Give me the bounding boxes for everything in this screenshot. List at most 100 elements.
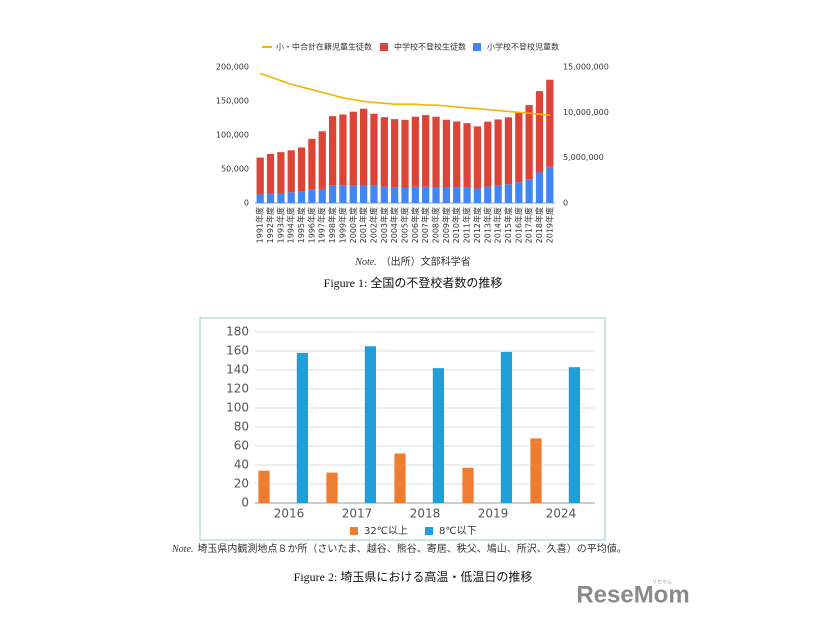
y2-tick-label: 0 [563, 199, 568, 208]
x-tick-label: 2018年度 [534, 207, 544, 243]
bar [296, 352, 309, 503]
bar [277, 152, 285, 193]
caption: Figure 2: 埼玉県における高温・低温日の推移 [294, 569, 533, 584]
bar [277, 192, 285, 203]
x-tick-label: 2024 [546, 507, 577, 521]
bar [380, 117, 388, 187]
y-tick-label: 120 [226, 382, 249, 396]
bar [360, 108, 368, 185]
bar [530, 438, 542, 503]
y-tick-label: 80 [234, 420, 249, 434]
x-tick-label: 2010年度 [451, 207, 461, 243]
bar [287, 150, 295, 193]
caption: Figure 1: 全国の不登校者数の推移 [324, 275, 503, 290]
bar [318, 131, 326, 189]
bar [339, 114, 347, 186]
bar [453, 121, 461, 188]
bar [463, 123, 471, 188]
bar [525, 179, 533, 203]
legend-label: 小学校不登校児童数 [487, 42, 559, 52]
y-tick-label: 140 [226, 363, 249, 377]
bar [411, 116, 419, 187]
bar [380, 186, 388, 203]
x-tick-label: 2007年度 [420, 207, 430, 243]
bar [394, 453, 406, 503]
y2-tick-label: 10,000,000 [563, 108, 609, 117]
x-tick-label: 1992年度 [265, 207, 275, 243]
bar [473, 126, 482, 189]
bar [308, 138, 316, 190]
bar [391, 187, 399, 203]
y2-tick-label: 5,000,000 [563, 153, 604, 162]
note-text: （出所）文部科学省 [381, 255, 471, 268]
x-tick-label: 2001年度 [358, 207, 368, 243]
legend-swatch [350, 527, 358, 535]
x-tick-label: 2017 [342, 507, 373, 521]
x-tick-label: 2017年度 [524, 207, 534, 243]
x-tick-label: 1996年度 [306, 207, 316, 243]
x-tick-label: 2014年度 [493, 207, 503, 243]
x-tick-label: 1994年度 [286, 207, 296, 243]
y-tick-label: 160 [226, 344, 249, 358]
y-tick-label: 0 [241, 496, 249, 510]
x-tick-label: 2012年度 [472, 207, 482, 243]
line [259, 72, 550, 116]
x-tick-label: 1993年度 [275, 207, 285, 243]
bar [432, 368, 445, 503]
y-tick-label: 150,000 [216, 97, 249, 106]
bar [391, 119, 399, 188]
x-tick-label: 2015年度 [503, 207, 513, 243]
y-tick-label: 50,000 [221, 165, 249, 174]
bar [453, 187, 461, 203]
bar [494, 185, 502, 203]
bar [442, 187, 450, 203]
logo: ReseMom [576, 581, 689, 608]
bar [266, 153, 275, 194]
y-tick-label: 100 [226, 401, 249, 415]
bar [525, 105, 533, 180]
x-tick-label: 2006年度 [410, 207, 420, 243]
x-tick-label: 1998年度 [327, 207, 337, 243]
note-label: Note. [171, 544, 193, 555]
bar [326, 472, 338, 503]
bar [422, 115, 430, 187]
x-tick-label: 2016年度 [513, 207, 523, 243]
bar [442, 119, 450, 188]
bar [484, 121, 492, 187]
bar [370, 185, 378, 203]
y-tick-label: 100,000 [216, 131, 249, 140]
bar [504, 184, 513, 203]
bar [473, 188, 482, 203]
bar [328, 185, 337, 203]
bar [546, 79, 554, 167]
x-tick-label: 2016 [274, 507, 305, 521]
bar [432, 187, 440, 203]
bar [462, 467, 474, 503]
x-tick-label: 2009年度 [441, 207, 451, 243]
x-tick-label: 1995年度 [296, 207, 306, 243]
bar [515, 182, 523, 203]
bar [494, 119, 502, 186]
legend-label: 小・中合計在籍児童生徒数 [276, 42, 372, 52]
logo-ruby: リセマム [652, 580, 672, 586]
bar [535, 91, 544, 173]
x-tick-label: 2008年度 [431, 207, 441, 243]
legend-label: 32℃以上 [364, 525, 408, 537]
y-tick-label: 60 [234, 439, 249, 453]
x-tick-label: 2004年度 [389, 207, 399, 243]
x-tick-label: 2005年度 [400, 207, 410, 243]
x-tick-label: 2003年度 [379, 207, 389, 243]
x-tick-label: 1991年度 [255, 207, 265, 243]
note-text: 埼玉県内観測地点８か所（さいたま、越谷、熊谷、寄居、秩父、鳩山、所沢、久喜）の平… [197, 542, 626, 555]
legend-label: 中学校不登校生徒数 [394, 42, 466, 52]
bar [360, 184, 368, 203]
x-tick-label: 2000年度 [348, 207, 358, 243]
x-tick-label: 1997年度 [317, 207, 327, 243]
bar [328, 116, 337, 186]
bar [287, 192, 295, 203]
legend-label: 8℃以下 [439, 526, 477, 537]
y-tick-label: 20 [234, 477, 249, 491]
legend-swatch [425, 527, 433, 535]
bar [349, 185, 357, 203]
bar [370, 113, 378, 186]
